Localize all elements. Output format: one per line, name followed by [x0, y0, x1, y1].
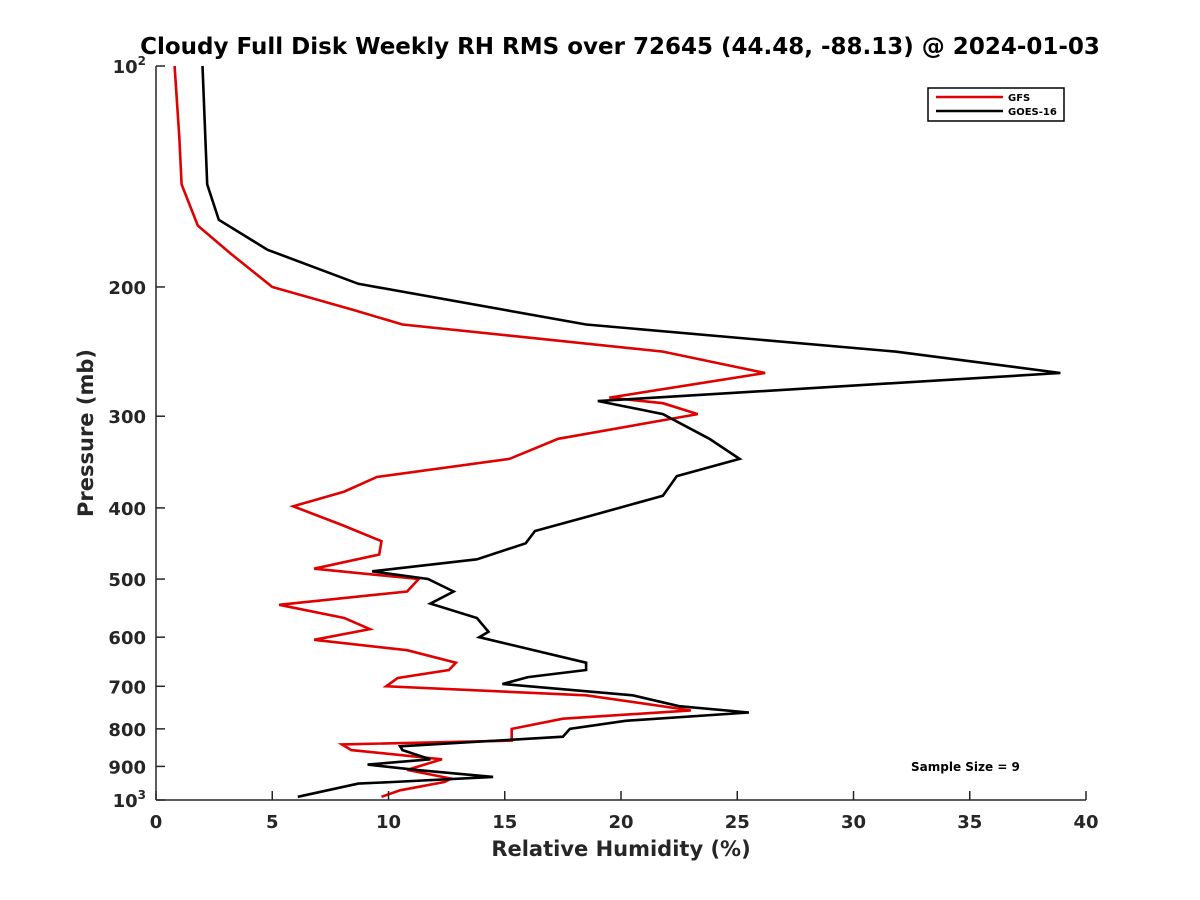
y-tick-label: 500: [108, 570, 146, 591]
y-tick-label: 900: [108, 757, 146, 778]
x-tick-label: 35: [957, 812, 982, 833]
x-tick-label: 0: [150, 812, 163, 833]
y-tick-label-exponent: 3: [138, 788, 146, 802]
y-tick-label: 400: [108, 499, 146, 520]
y-tick-label: 600: [108, 628, 146, 649]
legend-label-gfs: GFS: [1008, 93, 1030, 104]
series-line-gfs: [173, 65, 766, 799]
series-layer: [173, 65, 1061, 799]
x-tick-label: 25: [725, 812, 750, 833]
chart-title: Cloudy Full Disk Weekly RH RMS over 7264…: [140, 34, 1100, 60]
legend-box: [927, 87, 1065, 122]
x-tick-label: 40: [1073, 812, 1098, 833]
y-axis-label: Pressure (mb): [74, 349, 98, 517]
x-tick-label: 10: [376, 812, 401, 833]
y-tick-label: 300: [108, 407, 146, 428]
y-tick-label: 700: [108, 677, 146, 698]
sample-size-annotation: Sample Size = 9: [911, 760, 1020, 774]
y-tick-label: 200: [108, 278, 146, 299]
y-tick-label-base: 10: [113, 57, 138, 78]
y-tick-label: 800: [108, 720, 146, 741]
x-ticks: 0 5 10 15 20 25 30 35 40: [150, 791, 1099, 833]
x-axis-label: Relative Humidity (%): [491, 837, 750, 861]
legend: GFS GOES-16: [927, 87, 1065, 122]
x-tick-label: 15: [492, 812, 517, 833]
y-tick-label: 103: [113, 788, 146, 812]
y-tick-label-base: 10: [113, 791, 138, 812]
legend-label-goes-16: GOES-16: [1008, 107, 1057, 118]
y-tick-label: 102: [113, 54, 146, 78]
x-tick-label: 30: [841, 812, 866, 833]
series-line-goes-16: [201, 65, 1061, 799]
x-tick-label: 20: [608, 812, 633, 833]
x-tick-label: 5: [266, 812, 279, 833]
y-tick-label-exponent: 2: [138, 54, 146, 68]
